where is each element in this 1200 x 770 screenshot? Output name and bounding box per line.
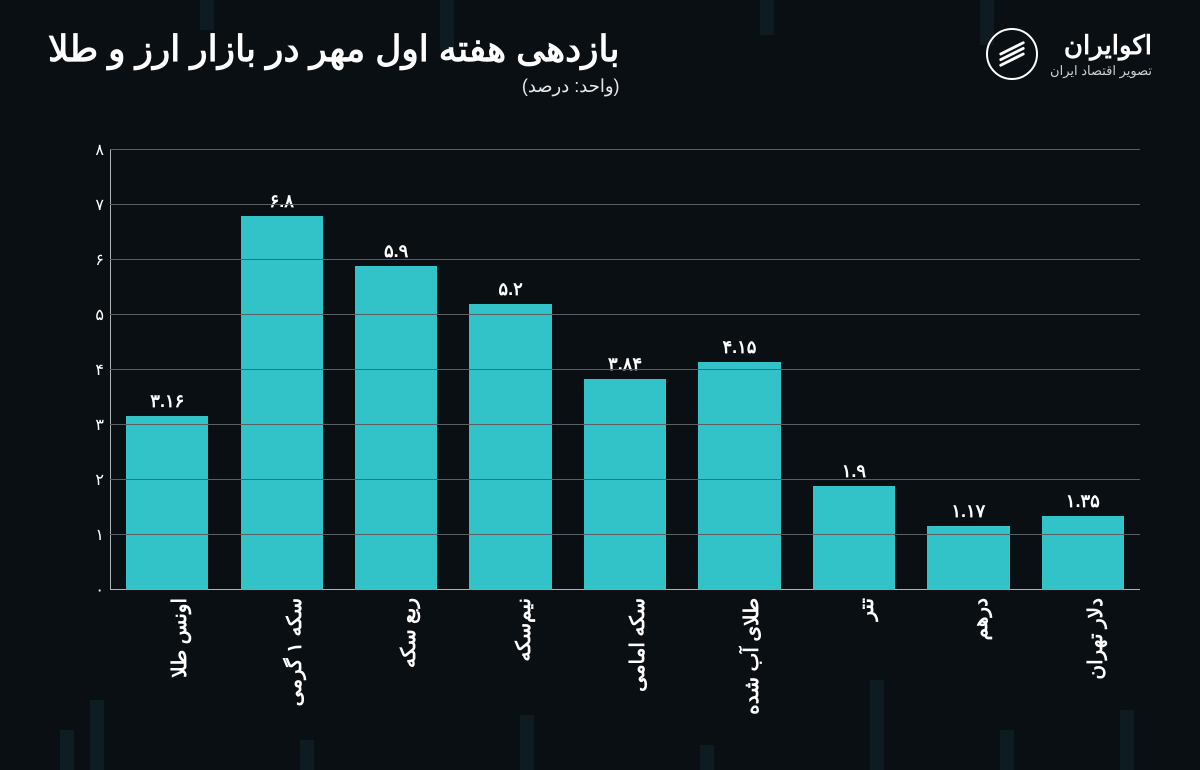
x-label-slot: سکه امامی [568, 590, 682, 720]
bar-slot: ۴.۱۵ [682, 150, 796, 590]
bar-slot: ۵.۲ [453, 150, 567, 590]
chart-subtitle: (واحد: درصد) [48, 76, 620, 97]
x-label-slot: اونس طلا [110, 590, 224, 720]
x-label-slot: درهم [911, 590, 1025, 720]
y-tick-label: ۵ [80, 305, 104, 325]
bar [1042, 516, 1124, 590]
logo: اکوایران تصویر اقتصاد ایران [986, 28, 1152, 80]
bar-value-label: ۱.۳۵ [1066, 491, 1100, 512]
bar-slot: ۳.۸۴ [568, 150, 682, 590]
bar-slot: ۱.۳۵ [1026, 150, 1140, 590]
x-label-slot: دلار تهران [1026, 590, 1140, 720]
x-category-label: سکه ۱ گرمی [282, 598, 307, 706]
gridline [110, 479, 1140, 480]
logo-mark-icon [986, 28, 1038, 80]
bar-chart: ۱.۳۵ ۱.۱۷ ۱.۹ ۴.۱۵ ۳.۸۴ ۵.۲ ۵.۹ ۶.۸ ۳.۱۶ ۰ ۱ ۲ ۳ ۴ ۵ ۶… [70, 150, 1140, 720]
bar-value-label: ۴.۱۵ [722, 337, 756, 358]
x-category-label: اونس طلا [167, 598, 192, 678]
y-tick-label: ۴ [80, 360, 104, 380]
chart-title: بازدهی هفته اول مهر در بازار ارز و طلا [48, 28, 620, 70]
bar-slot: ۱.۱۷ [911, 150, 1025, 590]
y-tick-label: ۳ [80, 415, 104, 435]
gridline [110, 259, 1140, 260]
bar [927, 526, 1009, 590]
bar-value-label: ۱.۱۷ [951, 501, 985, 522]
bar [584, 379, 666, 590]
x-category-label: سکه امامی [625, 598, 650, 692]
x-label-slot: سکه ۱ گرمی [225, 590, 339, 720]
y-tick-label: ۶ [80, 250, 104, 270]
bar [813, 486, 895, 591]
bar-slot: ۳.۱۶ [110, 150, 224, 590]
gridline [110, 314, 1140, 315]
gridline [110, 534, 1140, 535]
gridline [110, 149, 1140, 150]
bar-value-label: ۳.۱۶ [150, 391, 184, 412]
x-label-slot: تتر [797, 590, 911, 720]
logo-tagline: تصویر اقتصاد ایران [1050, 63, 1152, 79]
x-category-label: درهم [968, 598, 993, 640]
y-tick-label: ۸ [80, 140, 104, 160]
bar-value-label: ۳.۸۴ [608, 354, 642, 375]
x-category-label: دلار تهران [1083, 598, 1108, 680]
bar [126, 416, 208, 590]
x-category-label: طلای آب شده [739, 598, 764, 715]
y-tick-label: ۱ [80, 525, 104, 545]
logo-name: اکوایران [1050, 30, 1152, 61]
bar-value-label: ۶.۸ [270, 191, 294, 212]
bar [469, 304, 551, 590]
x-category-label: نیم‌سکه [511, 598, 536, 661]
bar-slot: ۵.۹ [339, 150, 453, 590]
header: اکوایران تصویر اقتصاد ایران بازدهی هفته … [48, 28, 1152, 97]
x-label-slot: نیم‌سکه [453, 590, 567, 720]
gridline [110, 369, 1140, 370]
y-tick-label: ۰ [80, 580, 104, 600]
x-category-label: تتر [854, 598, 879, 621]
y-tick-label: ۷ [80, 195, 104, 215]
bar [698, 362, 780, 590]
gridline [110, 204, 1140, 205]
gridline [110, 424, 1140, 425]
bar-slot: ۱.۹ [797, 150, 911, 590]
x-label-slot: طلای آب شده [682, 590, 796, 720]
bar-value-label: ۵.۲ [498, 279, 522, 300]
y-tick-label: ۲ [80, 470, 104, 490]
bar-slot: ۶.۸ [225, 150, 339, 590]
x-label-slot: ربع سکه [339, 590, 453, 720]
x-category-label: ربع سکه [396, 598, 421, 668]
